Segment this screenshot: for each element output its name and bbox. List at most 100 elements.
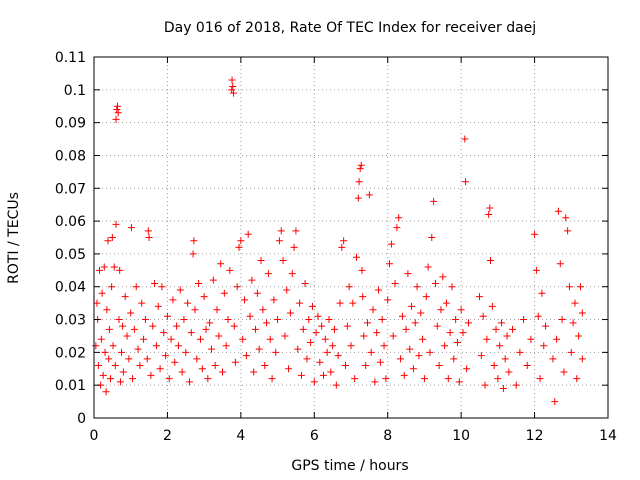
data-point	[242, 352, 250, 360]
data-point	[569, 319, 577, 327]
data-point	[174, 342, 182, 350]
data-point	[206, 319, 214, 327]
data-point	[144, 227, 152, 235]
data-point	[202, 325, 210, 333]
y-tick-label: 0.09	[55, 116, 86, 132]
data-point	[329, 342, 337, 350]
data-point	[353, 253, 361, 261]
data-point	[112, 115, 120, 123]
data-point	[404, 270, 412, 278]
data-point	[219, 368, 226, 376]
data-point	[116, 266, 124, 274]
data-point	[509, 325, 517, 333]
data-point	[200, 293, 208, 301]
data-point	[132, 283, 140, 291]
data-point	[231, 358, 239, 366]
data-point	[107, 375, 115, 383]
data-point	[259, 306, 267, 314]
data-point	[523, 361, 531, 369]
data-point	[426, 348, 434, 356]
data-point	[246, 312, 254, 320]
data-point	[564, 227, 572, 235]
data-point	[551, 398, 559, 406]
chart-title: Day 016 of 2018, Rate Of TEC Index for r…	[164, 20, 536, 36]
data-point	[165, 375, 173, 383]
data-point	[108, 283, 116, 291]
data-point	[93, 299, 101, 307]
y-tick-label: 0.03	[55, 313, 86, 329]
data-point	[156, 365, 164, 373]
data-point	[316, 358, 324, 366]
data-point	[386, 260, 394, 268]
data-point	[319, 371, 327, 379]
data-point	[187, 329, 195, 337]
data-point	[169, 296, 177, 304]
data-point	[512, 381, 520, 389]
data-point	[384, 296, 392, 304]
data-point	[220, 289, 228, 297]
data-point	[439, 273, 447, 281]
data-point	[229, 83, 237, 91]
data-point	[99, 371, 107, 379]
data-point	[312, 329, 320, 337]
x-tick-label: 0	[90, 428, 99, 444]
data-point	[446, 329, 454, 337]
data-point	[483, 335, 491, 343]
data-point	[357, 161, 365, 169]
data-point	[147, 371, 155, 379]
data-point	[115, 316, 123, 324]
data-point	[461, 135, 469, 143]
data-point	[373, 329, 381, 337]
data-point	[160, 329, 168, 337]
data-point	[110, 263, 118, 271]
x-tick-label: 10	[452, 428, 470, 444]
data-point	[152, 342, 160, 350]
data-point	[457, 306, 465, 314]
data-point	[431, 279, 439, 287]
data-point	[476, 293, 483, 301]
data-point	[248, 276, 256, 284]
data-point	[121, 293, 129, 301]
data-point	[448, 283, 456, 291]
data-point	[378, 316, 386, 324]
data-point	[268, 375, 276, 383]
data-point	[94, 361, 102, 369]
data-point	[411, 319, 419, 327]
data-point	[100, 263, 108, 271]
data-point	[578, 355, 586, 363]
data-point	[402, 325, 410, 333]
data-point	[176, 286, 184, 294]
data-point	[338, 243, 346, 251]
data-point	[355, 178, 363, 186]
data-point	[292, 227, 300, 235]
data-point	[173, 322, 181, 330]
data-point	[209, 276, 217, 284]
x-tick-label: 2	[163, 428, 172, 444]
data-point	[114, 109, 122, 117]
data-point	[241, 296, 249, 304]
data-point	[318, 322, 326, 330]
data-point	[367, 348, 375, 356]
data-point	[116, 378, 124, 386]
data-point	[389, 332, 397, 340]
data-point	[92, 342, 100, 350]
data-point	[369, 306, 377, 314]
data-point	[340, 237, 348, 245]
data-point	[321, 335, 329, 343]
data-point	[455, 378, 463, 386]
data-point	[184, 299, 192, 307]
data-point	[143, 355, 151, 363]
data-point	[452, 316, 460, 324]
data-point	[364, 319, 372, 327]
data-point	[498, 319, 506, 327]
data-point	[130, 325, 138, 333]
data-point	[167, 335, 175, 343]
data-point	[215, 332, 223, 340]
data-point	[413, 283, 421, 291]
data-point	[351, 375, 359, 383]
data-point	[444, 375, 452, 383]
data-point	[330, 325, 338, 333]
data-point	[204, 375, 212, 383]
y-tick-label: 0.06	[55, 214, 86, 230]
data-point	[252, 325, 260, 333]
